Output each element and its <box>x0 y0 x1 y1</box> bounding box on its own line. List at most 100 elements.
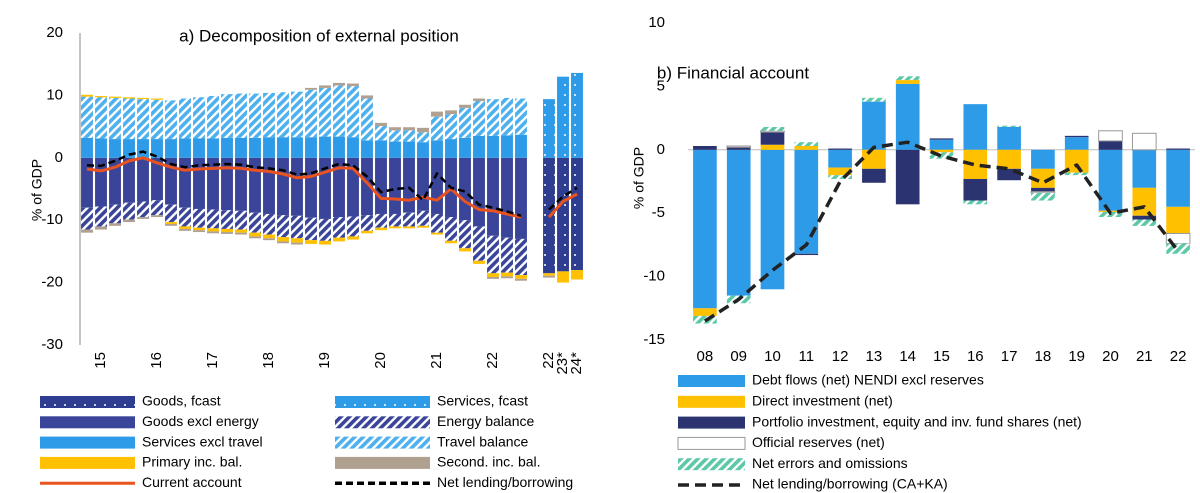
bar-segment <box>123 139 135 158</box>
legend-label: Second. inc. bal. <box>437 454 541 470</box>
bar-segment <box>1132 187 1157 216</box>
bar-segment <box>151 157 163 201</box>
bar-segment <box>828 167 852 176</box>
bar-segment <box>193 208 205 228</box>
bar-segment <box>1031 192 1055 201</box>
bar-segment <box>221 210 233 229</box>
bar-segment <box>235 157 247 211</box>
bar-segment <box>1031 187 1055 192</box>
bar-segment <box>760 144 785 150</box>
bar-segment <box>515 275 527 279</box>
bar-segment <box>1064 137 1089 150</box>
bar-segment <box>726 147 751 150</box>
bar-segment <box>109 157 121 205</box>
y-tick-label: 0 <box>55 149 63 166</box>
bar-segment <box>81 157 93 208</box>
x-tick-label: 19 <box>316 352 333 369</box>
bar-segment <box>361 230 373 234</box>
bar-segment <box>895 76 920 81</box>
bar-segment <box>151 215 163 218</box>
bar-segment <box>1030 191 1056 194</box>
bar-segment <box>277 157 289 216</box>
legend-swatch <box>40 456 135 469</box>
bar-segment <box>431 213 443 233</box>
bar-segment <box>501 135 513 158</box>
x-tick-label: 22 <box>540 352 557 369</box>
bar-segment <box>693 145 717 150</box>
legend-label: Net lending/borrowing (CA+KA) <box>752 476 948 492</box>
bar-segment <box>726 145 752 148</box>
bar-segment <box>389 213 401 227</box>
bar-segment <box>277 92 289 138</box>
bar-segment <box>1132 149 1157 188</box>
bar-segment <box>235 137 247 158</box>
bar-segment <box>179 228 191 231</box>
bar-segment <box>375 122 387 126</box>
bar-segment <box>389 130 401 142</box>
bar-segment <box>361 95 373 99</box>
x-tick-label: 11 <box>799 348 815 365</box>
bar-segment <box>109 139 121 158</box>
bar-segment <box>207 231 219 234</box>
bar-segment <box>207 228 219 232</box>
bar-segment <box>333 82 345 86</box>
x-tick-label: 09 <box>730 348 747 365</box>
y-tick-label: 5 <box>657 77 665 94</box>
y-tick-label: -15 <box>643 331 665 348</box>
bar-segment <box>929 149 954 153</box>
legend-swatch <box>335 416 430 429</box>
y-axis-label: % of GDP <box>631 147 647 209</box>
legend-label: Services excl travel <box>142 433 263 449</box>
legend-swatch <box>40 436 135 449</box>
legend-label: Services, fcast <box>437 393 528 409</box>
bar-segment <box>193 138 205 158</box>
legend-label: Net lending/borrowing <box>437 474 573 490</box>
bar-segment <box>375 157 387 214</box>
bar-segment <box>319 218 331 241</box>
bar-segment <box>277 215 289 238</box>
bar-segment <box>963 178 988 201</box>
bar-segment <box>305 89 317 138</box>
bar-segment <box>487 157 499 236</box>
bar-segment <box>473 260 485 264</box>
bar-segment <box>333 136 345 158</box>
bar-segment <box>291 238 303 243</box>
bar-segment <box>417 127 429 133</box>
bar-segment <box>543 273 555 276</box>
y-tick-label: -5 <box>652 204 665 221</box>
bar-segment <box>501 237 513 273</box>
bar-segment <box>487 273 499 277</box>
bar-segment <box>165 223 177 226</box>
bar-segment <box>862 168 886 183</box>
bar-segment <box>389 141 401 158</box>
bar-segment <box>1166 206 1190 234</box>
bar-segment <box>95 226 107 230</box>
bar-segment <box>193 157 205 209</box>
bar-segment <box>95 157 107 207</box>
bar-segment <box>473 98 485 102</box>
bar-segment <box>95 96 107 98</box>
bar-segment <box>417 132 429 143</box>
legend-label: Energy balance <box>437 413 535 429</box>
bar-segment <box>151 200 163 216</box>
bar-segment <box>501 276 513 279</box>
bar-segment <box>501 272 513 277</box>
y-tick-label: 10 <box>46 86 63 103</box>
bar-segment <box>263 238 275 241</box>
legend-swatch <box>40 416 135 429</box>
bar-segment <box>179 226 191 229</box>
series-line <box>703 140 1180 323</box>
bar-segment <box>319 157 331 219</box>
bar-segment <box>291 215 303 239</box>
bar-segment <box>193 227 205 231</box>
legend-swatch <box>335 396 430 408</box>
bar-segment <box>1166 148 1190 150</box>
y-tick-label: 0 <box>657 141 665 158</box>
bar-segment <box>347 137 359 158</box>
bar-segment <box>291 137 303 158</box>
x-tick-label: 12 <box>832 348 849 365</box>
bar-segment <box>501 97 513 136</box>
legend-swatch <box>335 436 430 449</box>
legend-swatch <box>40 396 135 408</box>
